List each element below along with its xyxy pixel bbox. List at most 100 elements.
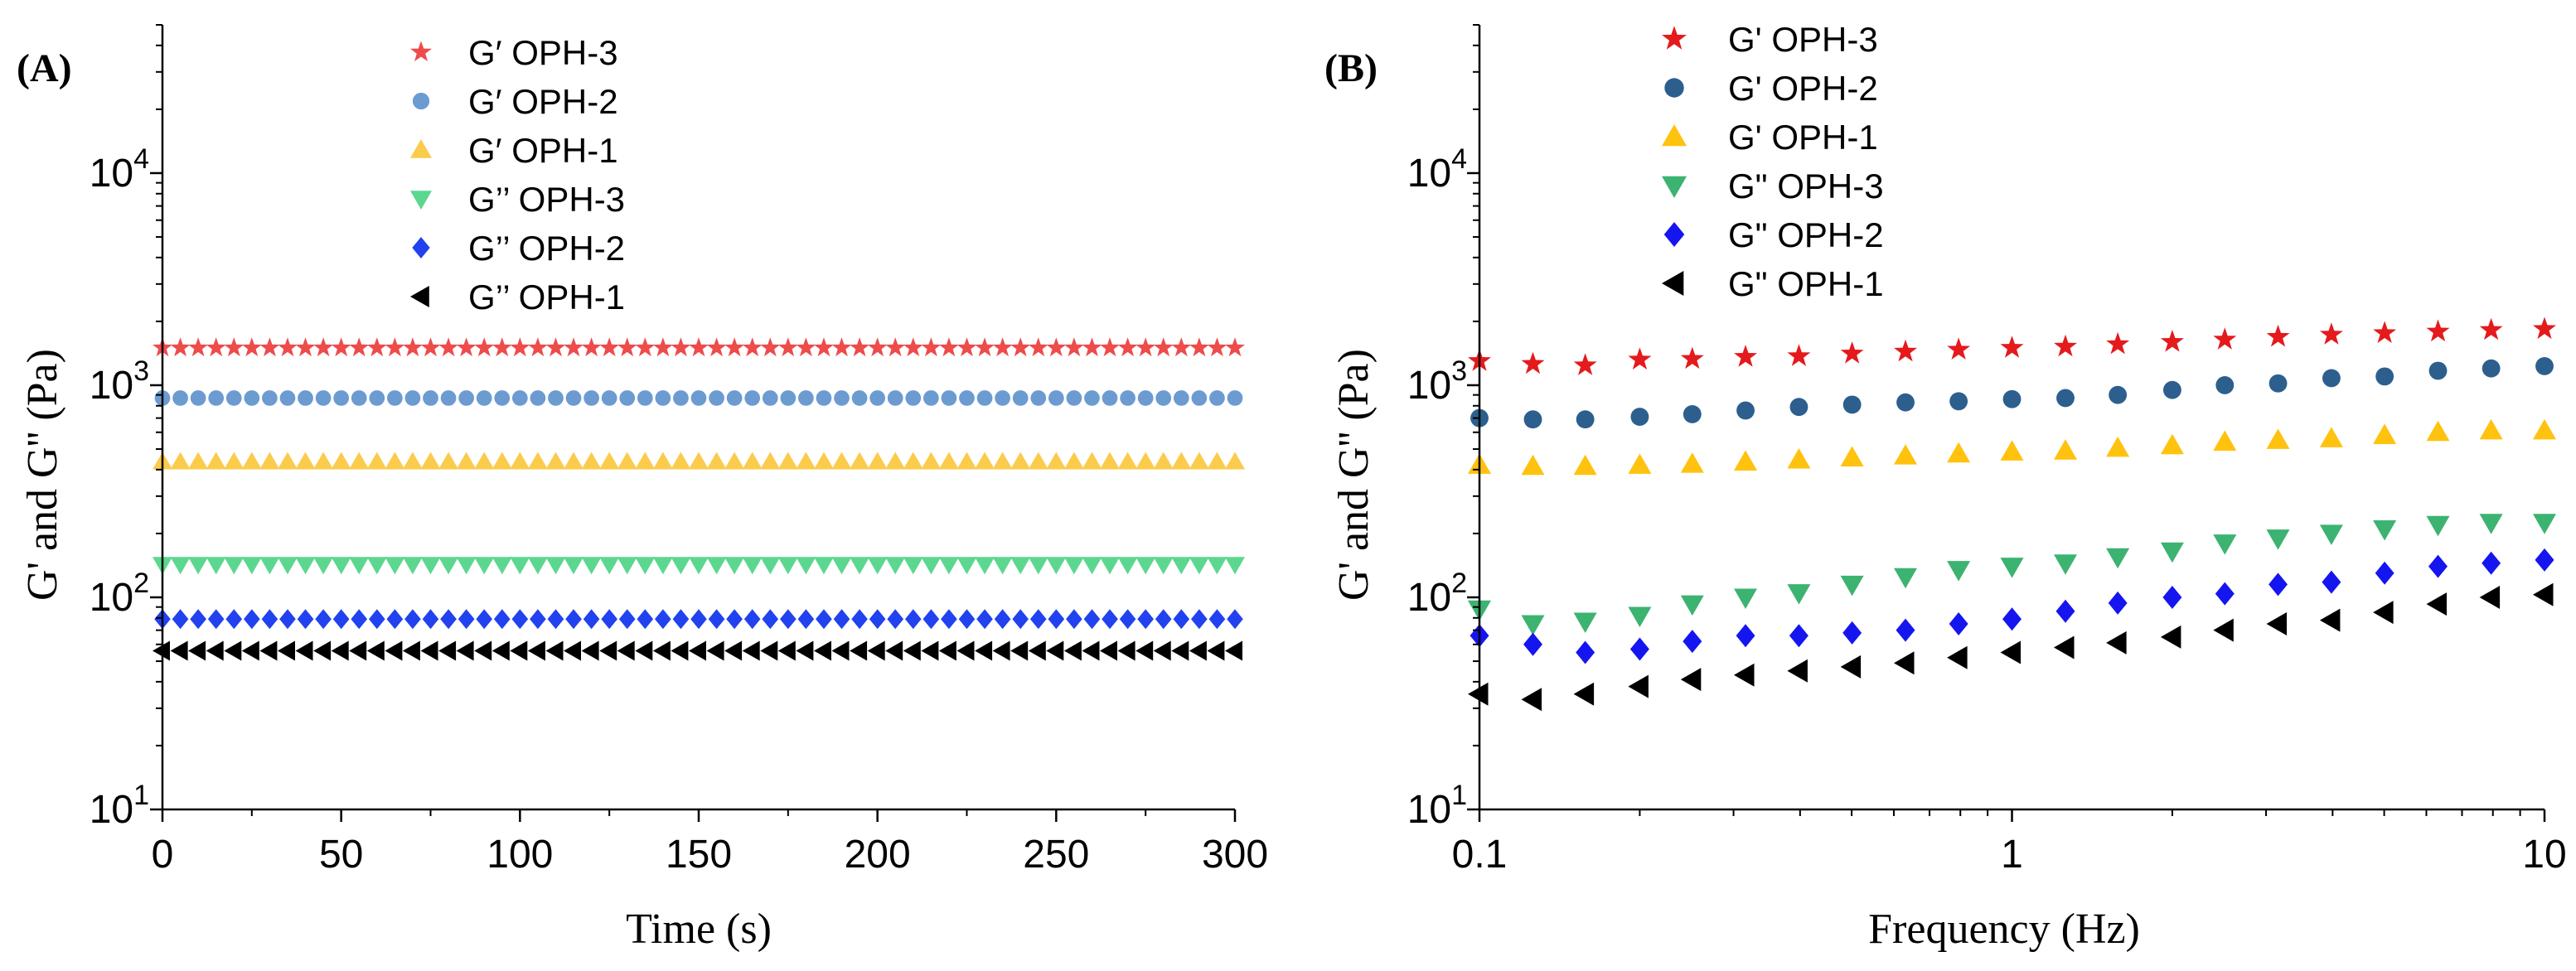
panel-a-series-2-point [208,390,225,406]
panel-a-series-5-point [1119,609,1136,630]
panel-b-series-4-point [2533,514,2556,534]
panel-b-series-2-point [1896,393,1915,412]
panel-a-series-3-point [278,452,298,470]
panel-b-series-6-point [1521,688,1542,712]
panel-a-series-6-point [850,640,868,661]
panel-b-series-2-point [2162,380,2181,399]
panel-a-series-4-point [777,557,798,575]
panel-a-series-4-point [689,557,709,575]
panel-a-series-4-point [938,557,959,575]
panel-a-series-3-point [491,452,512,470]
panel-a-series-3-point [635,452,656,470]
panel-a-series-4-point [652,557,673,575]
panel-a-series-5-point [708,609,725,630]
panel-a-series-3-point [599,452,620,470]
panel-a-series-1-point [777,337,798,357]
panel-a-y-tick-label: 103 [90,355,149,408]
panel-b-series-6-point [2106,630,2127,655]
panel-a-series-3-point [742,452,763,470]
panel-a-series-5-point [369,609,385,630]
panel-b-legend-marker-6 [1662,271,1684,296]
panel-a-series-2-point [905,390,922,406]
panel-b-legend-label-4: G" OPH-3 [1728,167,1884,205]
panel-b-series-4-point [1840,575,1864,597]
panel-b-series-4-point [2479,514,2503,534]
panel-a-series-4-point [402,557,423,575]
panel-a: (A) 0 50 100 150 200 250 300 101 102 103 104 Time … [17,24,1268,953]
panel-b-series-4-point [2000,558,2024,578]
panel-a-series-5-point [565,609,582,630]
panel-b-series-2-point [2215,376,2235,394]
panel-a-series-1-point [1082,337,1102,357]
panel-b-series-5-point [2002,607,2022,631]
panel-a-series-3-point [170,452,191,470]
panel-a-series-4-point [259,557,280,575]
panel-a-series-4-point [706,557,727,575]
panel-a-series-2-point [530,390,546,406]
panel-b-series-3-point [2426,420,2450,442]
panel-a-series-5-point [1191,609,1208,630]
panel-b-y-axis-title: G' and G'' (Pa) [1330,349,1378,601]
panel-a-legend: G′ OPH-3 G′ OPH-2 G′ OPH-1 G’’ OPH-3 G’’ OPH… [410,33,625,316]
panel-b-legend-marker-5 [1663,222,1685,247]
panel-b-series-3-point [2000,440,2024,461]
panel-a-series-2-point [440,390,457,406]
panel-a-series-1-point [1100,337,1120,357]
panel-a-series-6-point [1207,640,1225,661]
panel-b: (B) 0.1 1 10 101 102 103 104 Frequency (Hz) G'… [1324,20,2567,953]
panel-a-series-5-point [440,609,457,630]
panel-a-series-2-point [1191,390,1208,406]
panel-a-series-4-point [635,557,656,575]
panel-a-series-1-point [581,337,602,357]
panel-a-series-6-point [652,640,671,661]
panel-a-series-1-point [796,337,816,357]
panel-b-series-5-point [2322,570,2341,594]
panel-a-series-5-point [315,609,332,630]
panel-a-series-2-point [941,390,957,406]
panel-a-series-2-point [869,390,886,406]
panel-a-series-6-point [831,640,850,661]
panel-a-series-6-point [796,640,814,661]
panel-a-series-1-point [1010,337,1031,357]
panel-b-series-2-point [1523,410,1542,429]
panel-a-series-2-point [369,390,385,406]
panel-a-series-2-point [458,390,474,406]
panel-a-series-2-point [494,390,511,406]
panel-a-series-4-point [564,557,583,575]
panel-a-series-6-point [938,640,956,661]
panel-a-series-1-point [403,337,423,357]
panel-b-series-6-point [2213,618,2234,642]
panel-a-series-6-point [814,640,831,661]
panel-b-legend-label-5: G" OPH-2 [1728,215,1884,254]
panel-a-series-3-point [331,452,351,470]
panel-b-series-2-point [1576,410,1595,429]
panel-a-series-2-point [959,390,975,406]
panel-a-series-1-point [706,337,727,357]
panel-a-series-6-point [474,640,492,661]
panel-a-x-tick-label: 150 [666,833,732,877]
panel-a-series-2-point [333,390,350,406]
panel-a-series-4-point [1225,557,1245,575]
panel-a-series-1-point [742,337,763,357]
panel-a-series-3-point [581,452,602,470]
panel-a-series-2-point [190,390,206,406]
panel-a-series-2-point [423,390,438,406]
panel-a-series-6-point [331,640,349,661]
panel-a-legend-label-2: G′ OPH-2 [468,82,618,121]
panel-a-legend-label-4: G’’ OPH-3 [468,180,625,219]
panel-b-series-6-point [2479,586,2501,609]
panel-a-series-2-point [798,390,814,406]
panel-b-series-3-point [2319,427,2343,447]
panel-b-y-tick-label: 102 [1407,568,1467,620]
panel-a-series-4-point [241,557,262,575]
panel-a-series-6-point [456,640,474,661]
panel-a-series-2-point [1012,390,1029,406]
panel-b-legend-marker-2 [1664,78,1684,98]
panel-b-series-6-point [1894,651,1915,675]
panel-a-series-2-point [351,390,367,406]
panel-b-series-1-point [2000,336,2024,358]
panel-a-series-2-point [601,390,617,406]
panel-a-series-4-point [188,557,209,575]
panel-a-series-4-point [527,557,548,575]
panel-a-series-6-point [527,640,545,661]
